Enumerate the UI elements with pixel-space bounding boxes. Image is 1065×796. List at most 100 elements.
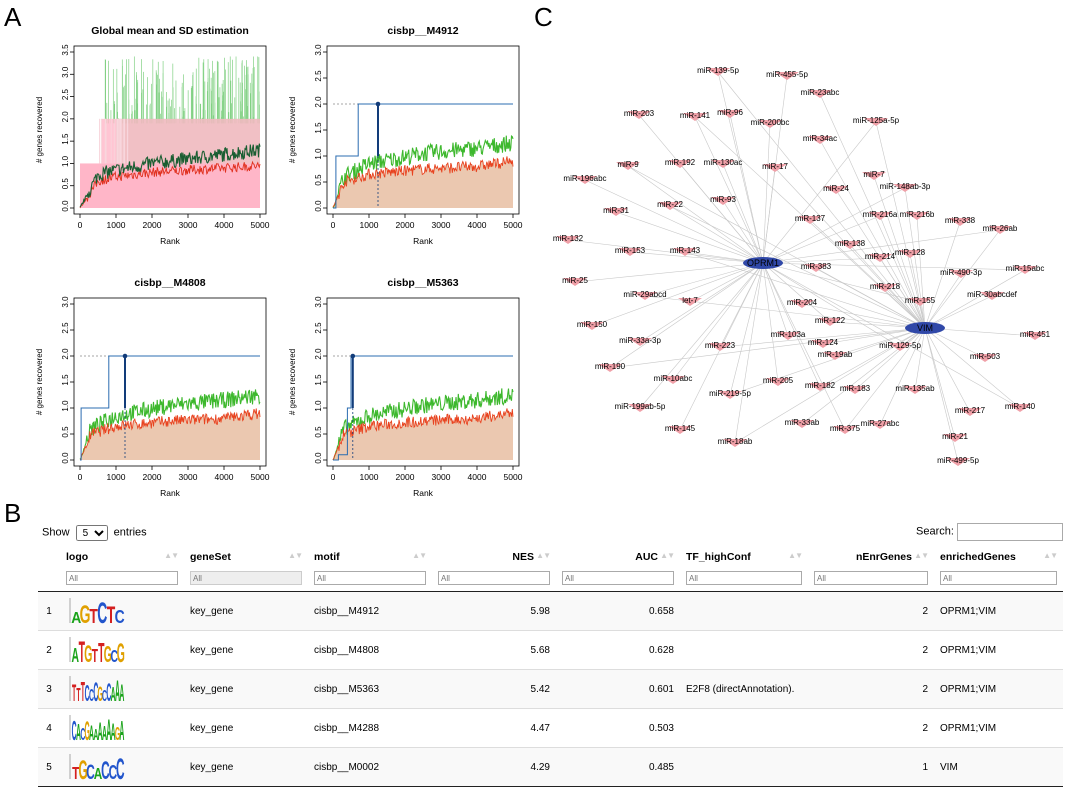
mirna-label: miR-338 <box>945 216 976 225</box>
mirna-label: miR-18ab <box>718 437 753 446</box>
logo-letter: C <box>109 762 118 782</box>
logo-letter: A <box>94 764 103 782</box>
filter-geneset[interactable] <box>190 571 302 585</box>
page-length-control: Show 5 entries <box>42 525 147 541</box>
mirna-label: miR-217 <box>955 406 986 415</box>
header-geneset[interactable]: geneSet ▲▼ <box>190 551 303 563</box>
network-edge <box>729 113 764 264</box>
mirna-node <box>628 338 652 346</box>
y-tick-label: 0.5 <box>314 426 323 438</box>
mirna-node <box>556 236 580 244</box>
mirna-node <box>903 386 927 394</box>
y-tick-label: 1.5 <box>314 122 323 134</box>
network-edge <box>684 251 926 329</box>
x-tick-label: 5000 <box>251 220 270 230</box>
page-length-select[interactable]: 5 <box>75 525 108 541</box>
mirna-node <box>790 300 814 308</box>
mirna-node <box>618 248 642 256</box>
network-edge <box>762 262 821 388</box>
mirna-label: miR-31 <box>603 206 629 215</box>
filter-motif[interactable] <box>314 571 426 585</box>
motif-table: logo ▲▼ geneSet ▲▼ motif ▲▼ NES ▲▼ AUC ▲▼ TF_… <box>38 546 1063 786</box>
logo-letter: C <box>80 724 85 743</box>
y-tick-label: 2.5 <box>61 322 70 334</box>
mirna-label: miR-130ac <box>704 158 743 167</box>
x-tick-label: 3000 <box>179 220 198 230</box>
row-index: 2 <box>38 630 60 670</box>
network-edge <box>627 165 764 264</box>
mirna-node <box>958 408 982 416</box>
logo-letter: C <box>116 753 125 782</box>
header-enrichedgenes[interactable]: enrichedGenes ▲▼ <box>940 551 1058 563</box>
cell-nes: 5.98 <box>432 591 556 631</box>
network-edge <box>717 71 764 264</box>
filter-auc[interactable] <box>562 571 674 585</box>
mirna-node <box>668 160 692 168</box>
header-auc[interactable]: AUC ▲▼ <box>635 551 675 563</box>
y-tick-label: 1.5 <box>61 374 70 386</box>
header-nes[interactable]: NES ▲▼ <box>512 551 551 563</box>
mirna-node <box>776 332 800 340</box>
x-tick-label: 5000 <box>251 472 270 482</box>
network-edge <box>924 295 993 329</box>
network-edge <box>644 262 764 297</box>
logo-letter: G <box>104 641 112 665</box>
mirna-node <box>678 298 702 306</box>
mirna-node <box>661 376 685 384</box>
network-edge <box>762 262 779 383</box>
mirna-label: miR-26ab <box>983 224 1018 233</box>
y-tick-label: 1.5 <box>61 133 70 145</box>
y-tick-label: 2.5 <box>314 70 323 82</box>
x-tick-label: 4000 <box>215 472 234 482</box>
search-input[interactable] <box>957 523 1063 541</box>
filter-nes[interactable] <box>438 571 550 585</box>
mirna-label: miR-129-5p <box>879 341 921 350</box>
filter-nenrgenes[interactable] <box>814 571 928 585</box>
network-edge <box>584 179 764 264</box>
network-edge <box>639 262 764 409</box>
mirna-node <box>823 352 847 360</box>
mirna-node <box>811 340 835 348</box>
mirna-node <box>758 120 782 128</box>
mirna-node <box>946 458 970 466</box>
network-edge <box>924 327 1021 409</box>
filter-logo[interactable] <box>66 571 178 585</box>
x-tick-label: 4000 <box>215 220 234 230</box>
filter-tf-highconf[interactable] <box>686 571 802 585</box>
filter-index <box>38 568 60 592</box>
cell-auc: 0.485 <box>556 747 680 786</box>
mirna-label: miR-15abc <box>1006 264 1045 273</box>
header-tf-highconf[interactable]: TF_highConf ▲▼ <box>686 551 803 563</box>
mirna-node <box>573 176 597 184</box>
network-edge <box>719 327 926 348</box>
cell-enrichedgenes: OPRM1;VIM <box>934 630 1063 670</box>
x-tick-label: 4000 <box>468 220 487 230</box>
mirna-label: let-7 <box>682 296 698 305</box>
mirna-label: miR-141 <box>680 111 711 120</box>
mirna-node <box>683 113 707 121</box>
logo-letter: G <box>84 640 92 665</box>
logo-letter: A <box>111 684 116 704</box>
logo-letter: C <box>72 717 77 743</box>
mirna-label: miR-216a <box>863 210 898 219</box>
y-tick-label: 0.0 <box>314 452 323 464</box>
header-nenrgenes[interactable]: nEnrGenes ▲▼ <box>855 551 929 563</box>
y-tick-label: 3.0 <box>314 296 323 308</box>
x-tick-label: 0 <box>78 220 83 230</box>
filter-enrichedgenes[interactable] <box>940 571 1057 585</box>
mirna-node <box>908 298 932 306</box>
x-tick-label: 2000 <box>396 472 415 482</box>
header-motif[interactable]: motif ▲▼ <box>314 551 427 563</box>
recovery-plot-global: Global mean and SD estimation 0 1000 2000 30… <box>32 20 282 260</box>
header-logo[interactable]: logo ▲▼ <box>66 551 179 563</box>
logo-letter: C <box>115 607 125 626</box>
mirna-label: miR-33ab <box>785 418 820 427</box>
network-edge <box>694 116 764 264</box>
entries-label: entries <box>113 526 147 539</box>
